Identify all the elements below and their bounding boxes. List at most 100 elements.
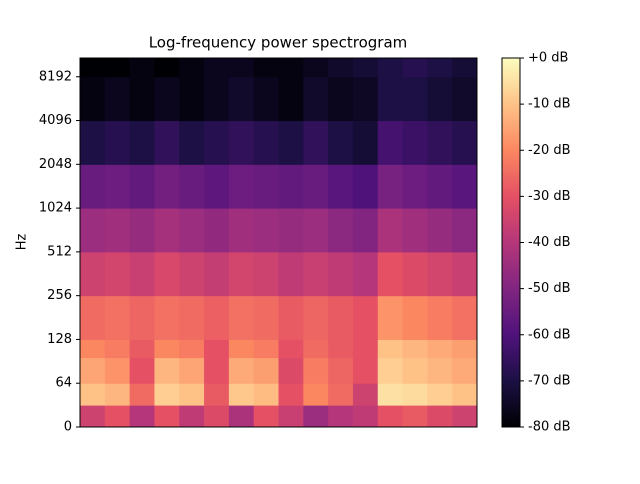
heatmap-cell	[402, 58, 428, 78]
heatmap-cell	[377, 295, 404, 340]
y-axis-label: Hz	[15, 234, 30, 251]
heatmap-cell	[328, 58, 354, 78]
heatmap-cell	[402, 383, 428, 406]
heatmap-cell	[104, 339, 131, 359]
heatmap-cell	[328, 405, 354, 428]
heatmap-cell	[204, 251, 230, 297]
heatmap-cell	[253, 164, 279, 209]
heatmap-cell	[402, 208, 428, 253]
heatmap-cell	[179, 383, 205, 406]
heatmap-cell	[104, 208, 131, 253]
heatmap-cell	[104, 58, 131, 78]
heatmap-cell	[352, 208, 379, 253]
heatmap-cell	[278, 339, 304, 359]
heatmap-cell	[204, 164, 230, 209]
heatmap-cell	[154, 164, 180, 209]
heatmap-cell	[80, 295, 106, 340]
heatmap-cell	[427, 357, 453, 384]
heatmap-cell	[179, 405, 205, 428]
heatmap-cell	[80, 339, 106, 359]
heatmap-cell	[452, 76, 478, 122]
heatmap-cell	[303, 339, 329, 359]
heatmap-cell	[80, 120, 106, 165]
heatmap-cell	[278, 357, 304, 384]
colorbar-tick-label: -70 dB	[528, 373, 571, 388]
colorbar-tick-label: +0 dB	[528, 51, 568, 66]
heatmap-cell	[377, 208, 404, 253]
heatmap-cell	[179, 76, 205, 122]
heatmap-cell	[352, 295, 379, 340]
y-tick-label: 8192	[39, 69, 72, 84]
heatmap-cell	[204, 405, 230, 428]
heatmap-cell	[278, 405, 304, 428]
heatmap-cell	[104, 405, 131, 428]
heatmap-cell	[402, 164, 428, 209]
heatmap-cell	[228, 405, 255, 428]
heatmap-cell	[278, 251, 304, 297]
heatmap-cell	[129, 405, 155, 428]
heatmap-cell	[253, 383, 279, 406]
heatmap-cell	[228, 120, 255, 165]
heatmap-cell	[104, 251, 131, 297]
heatmap-cell	[278, 208, 304, 253]
heatmap-cell	[154, 76, 180, 122]
heatmap-cell	[402, 120, 428, 165]
heatmap-cell	[328, 357, 354, 384]
heatmap-cell	[154, 58, 180, 78]
heatmap-cell	[377, 251, 404, 297]
heatmap-cell	[204, 295, 230, 340]
heatmap-cell	[402, 251, 428, 297]
heatmap-cell	[228, 295, 255, 340]
y-tick-label: 512	[47, 244, 72, 259]
heatmap-cell	[228, 357, 255, 384]
heatmap-cell	[427, 383, 453, 406]
heatmap-cell	[328, 164, 354, 209]
colorbar-tick-label: -60 dB	[528, 327, 571, 342]
heatmap-cell	[154, 357, 180, 384]
heatmap-cell	[253, 251, 279, 297]
heatmap-cell	[352, 120, 379, 165]
heatmap-cell	[104, 164, 131, 209]
heatmap-cell	[452, 58, 478, 78]
heatmap-cell	[303, 383, 329, 406]
heatmap-cell	[80, 76, 106, 122]
heatmap-cell	[328, 295, 354, 340]
colorbar-tick-label: -40 dB	[528, 235, 571, 250]
heatmap-cell	[377, 76, 404, 122]
colorbar-tick-label: -20 dB	[528, 143, 571, 158]
heatmap-cell	[328, 339, 354, 359]
heatmap-cell	[204, 208, 230, 253]
heatmap-cell	[427, 58, 453, 78]
heatmap-cell	[129, 251, 155, 297]
heatmap-cell	[129, 76, 155, 122]
heatmap-cell	[228, 208, 255, 253]
heatmap-cell	[377, 164, 404, 209]
heatmap-cell	[452, 339, 478, 359]
heatmap-cell	[328, 208, 354, 253]
heatmap-cell	[179, 208, 205, 253]
heatmap-cell	[452, 208, 478, 253]
heatmap-cell	[402, 405, 428, 428]
plot-frame	[79, 57, 478, 428]
heatmap-cell	[278, 120, 304, 165]
heatmap-cell	[154, 383, 180, 406]
heatmap-cell	[253, 405, 279, 428]
heatmap-cell	[303, 120, 329, 165]
heatmap-cell	[253, 120, 279, 165]
heatmap-cell	[303, 405, 329, 428]
heatmap-cell	[352, 383, 379, 406]
heatmap-cell	[179, 164, 205, 209]
heatmap-cell	[452, 405, 478, 428]
heatmap-cell	[427, 405, 453, 428]
heatmap-cell	[253, 357, 279, 384]
heatmap-cell	[204, 339, 230, 359]
heatmap-cell	[129, 357, 155, 384]
heatmap-cell	[228, 339, 255, 359]
heatmap-cell	[377, 357, 404, 384]
heatmap-cell	[179, 295, 205, 340]
heatmap-cell	[452, 164, 478, 209]
y-tick-label: 2048	[39, 157, 72, 172]
heatmap-cell	[452, 357, 478, 384]
heatmap-cell	[129, 339, 155, 359]
heatmap-cell	[427, 76, 453, 122]
